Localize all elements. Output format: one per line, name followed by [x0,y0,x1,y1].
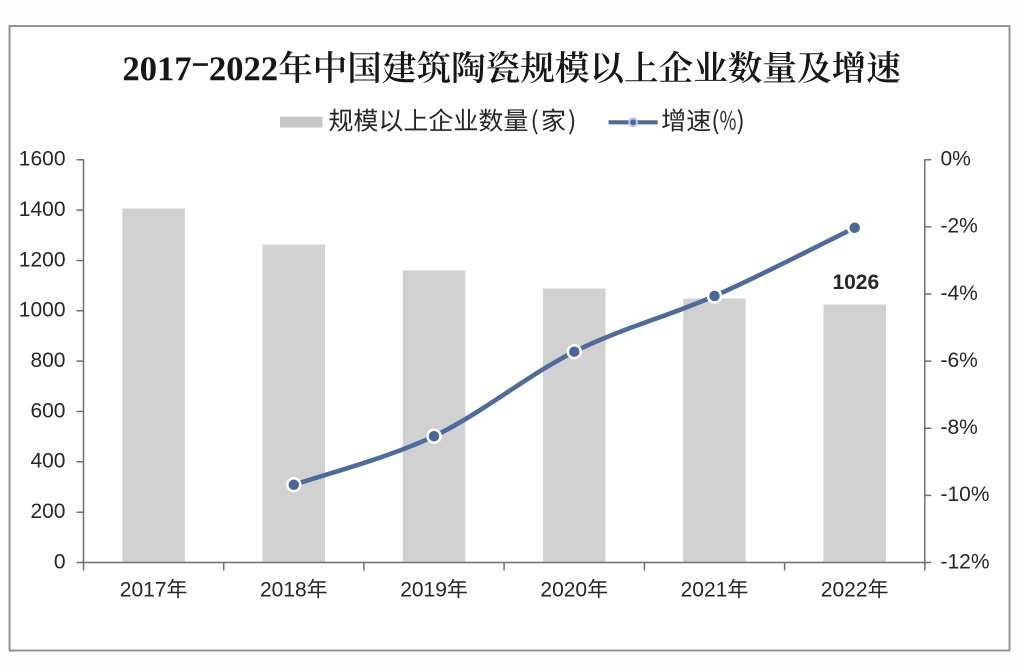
svg-text:2017: 2017 [120,578,167,601]
svg-text:2020: 2020 [540,578,587,601]
svg-text:2018: 2018 [260,578,307,601]
svg-text:200: 200 [30,500,65,523]
svg-text:2019: 2019 [400,578,447,601]
svg-text:0: 0 [54,550,66,573]
svg-text:2021: 2021 [681,578,728,601]
svg-text:-12%: -12% [941,550,990,573]
svg-text:1400: 1400 [19,198,66,221]
svg-text:0%: 0% [941,148,971,171]
svg-text:-10%: -10% [941,483,990,506]
svg-text:1000: 1000 [19,299,66,322]
svg-text:-6%: -6% [941,349,978,372]
svg-text:1200: 1200 [19,248,66,271]
svg-text:2022: 2022 [821,578,868,601]
svg-text:400: 400 [30,450,65,473]
svg-text:600: 600 [30,399,65,422]
svg-text:-8%: -8% [941,416,978,439]
svg-text:800: 800 [30,349,65,372]
svg-text:-4%: -4% [941,282,978,305]
svg-text:1026: 1026 [832,271,879,294]
svg-text:1600: 1600 [19,148,66,171]
svg-text:-2%: -2% [941,215,978,238]
